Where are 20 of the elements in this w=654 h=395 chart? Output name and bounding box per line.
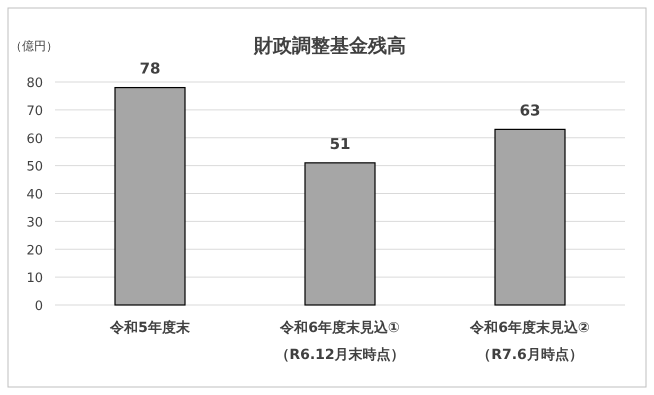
y-tick-label: 30	[26, 215, 43, 230]
data-label: 51	[330, 134, 350, 153]
bar	[494, 128, 566, 306]
y-tick-label: 50	[26, 160, 43, 175]
y-tick-label: 20	[26, 243, 43, 258]
x-tick-label: 令和5年度末	[109, 319, 191, 336]
data-label: 78	[140, 60, 160, 78]
bar	[114, 86, 186, 306]
y-tick-label: 0	[34, 299, 43, 314]
chart-title: 財政調整基金残高	[253, 35, 406, 57]
y-tick-label: 10	[26, 271, 43, 286]
y-axis-title: （億円）	[10, 39, 58, 53]
data-label: 63	[520, 101, 540, 120]
y-tick-label: 60	[26, 132, 43, 147]
bar	[304, 162, 376, 306]
y-tick-label: 40	[26, 188, 43, 202]
x-tick-label: 令和6年度末見込① （R6.12月末時点）	[275, 319, 405, 363]
x-tick-label: 令和6年度末見込② （R7.6月時点）	[469, 319, 590, 363]
y-tick-label: 80	[26, 76, 43, 91]
y-tick-label: 70	[26, 104, 43, 119]
